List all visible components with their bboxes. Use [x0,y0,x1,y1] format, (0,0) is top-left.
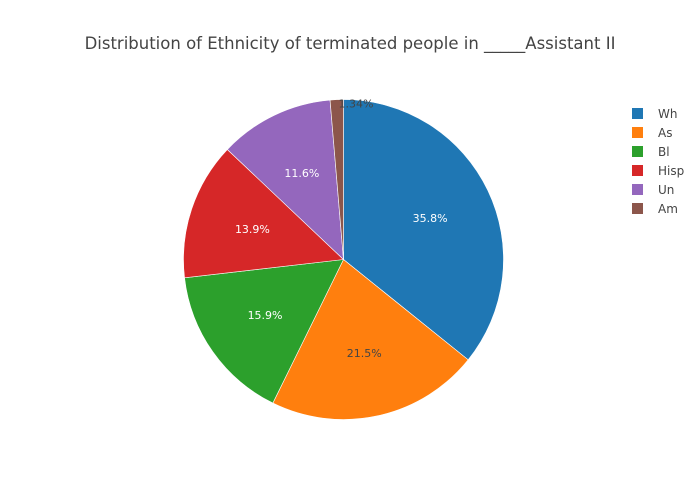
slice-label-as: 21.5% [347,347,382,360]
legend: Wh As Bl Hisp Un Am [632,107,684,216]
pie-slice-un [226,99,344,261]
slice-label-hisp: 13.9% [235,223,270,236]
slice-label-wh: 35.8% [413,212,448,225]
legend-label-un[interactable]: Un [658,183,674,197]
slice-label-bl: 15.9% [248,309,283,322]
legend-label-wh[interactable]: Wh [658,107,677,121]
legend-label-hisp[interactable]: Hisp [658,164,684,178]
slice-label-am: 1.34% [339,98,374,111]
legend-swatch-bl[interactable] [632,146,643,157]
pie-slice-am [329,99,344,260]
legend-swatch-un[interactable] [632,184,643,195]
slice-label-un: 11.6% [284,167,319,180]
chart-title: Distribution of Ethnicity of terminated … [84,34,616,53]
legend-swatch-am[interactable] [632,203,643,214]
legend-label-am[interactable]: Am [658,202,678,216]
legend-label-as[interactable]: As [658,126,672,140]
pie-slice-bl [184,259,345,404]
pie-slice-as [272,259,469,420]
pie-slices [183,99,504,420]
legend-label-bl[interactable]: Bl [658,145,670,159]
legend-swatch-as[interactable] [632,127,643,138]
pie-labels: 35.8% 21.5% 15.9% 13.9% 11.6% 1.34% [235,98,448,361]
pie-slice-wh [343,99,504,361]
pie-slice-hisp [183,149,345,279]
legend-swatch-wh[interactable] [632,108,643,119]
legend-swatch-hisp[interactable] [632,165,643,176]
